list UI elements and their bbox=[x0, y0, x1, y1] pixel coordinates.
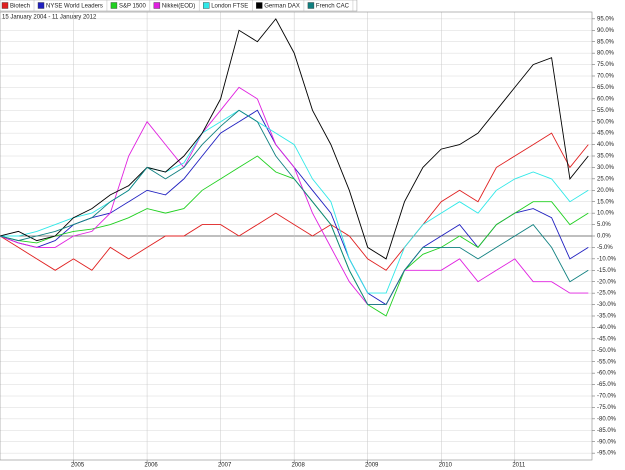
y-tick-label: -95.0% bbox=[597, 451, 617, 457]
series-line bbox=[0, 18, 589, 260]
y-tick-label: -40.0% bbox=[597, 325, 617, 331]
y-tick-label: 95.0% bbox=[597, 16, 615, 22]
y-tick-label: -10.0% bbox=[597, 256, 617, 262]
y-tick-label: -25.0% bbox=[597, 291, 617, 297]
x-tick-label: 2009 bbox=[365, 463, 379, 469]
y-tick-label: 35.0% bbox=[597, 154, 615, 160]
legend-swatch bbox=[307, 2, 315, 9]
legend-label: London FTSE bbox=[211, 4, 248, 10]
y-tick-label: 85.0% bbox=[597, 39, 615, 45]
x-tick-label: 2005 bbox=[71, 463, 85, 469]
legend-frame bbox=[0, 0, 358, 12]
y-tick-label: -5.0% bbox=[597, 245, 613, 251]
y-tick-label: 60.0% bbox=[597, 96, 615, 102]
x-tick-label: 2010 bbox=[439, 463, 453, 469]
y-tick-label: -20.0% bbox=[597, 279, 617, 285]
legend-swatch bbox=[203, 2, 210, 9]
x-tick-label: 2006 bbox=[144, 463, 158, 469]
chart-subtitle: 15 January 2004 - 11 January 2012 bbox=[2, 15, 97, 21]
y-tick-label: -70.0% bbox=[597, 394, 617, 400]
y-tick-label: -50.0% bbox=[597, 348, 617, 354]
legend-label: German DAX bbox=[264, 4, 300, 10]
y-tick-label: 70.0% bbox=[597, 74, 615, 80]
y-tick-label: 25.0% bbox=[597, 176, 615, 182]
y-tick-label: -30.0% bbox=[597, 302, 617, 308]
y-tick-label: -75.0% bbox=[597, 405, 617, 411]
x-tick-label: 2008 bbox=[291, 463, 305, 469]
y-tick-label: 75.0% bbox=[597, 62, 615, 68]
legend-label: NYSE World Leaders bbox=[46, 4, 103, 10]
y-tick-label: -60.0% bbox=[597, 371, 617, 377]
y-tick-label: 80.0% bbox=[597, 51, 615, 57]
legend-label: French CAC bbox=[316, 4, 350, 10]
y-tick-label: 65.0% bbox=[597, 85, 615, 91]
x-tick-label: 2011 bbox=[512, 463, 526, 469]
legend-swatch bbox=[110, 2, 118, 9]
legend-swatch bbox=[256, 2, 263, 9]
y-tick-label: -65.0% bbox=[597, 382, 617, 388]
series-line bbox=[0, 86, 589, 306]
y-tick-label: 30.0% bbox=[597, 165, 615, 171]
series-line bbox=[0, 132, 589, 271]
legend-swatch bbox=[37, 2, 45, 9]
legend-label: S&P 1500 bbox=[119, 4, 147, 10]
y-tick-label: 50.0% bbox=[597, 119, 615, 125]
y-tick-label: 5.0% bbox=[597, 222, 611, 228]
series-line bbox=[0, 109, 589, 294]
legend-swatch bbox=[153, 2, 161, 9]
y-tick-label: -35.0% bbox=[597, 314, 617, 320]
y-tick-label: -55.0% bbox=[597, 359, 617, 365]
legend-label: Biotech bbox=[10, 4, 30, 10]
legend-swatch bbox=[1, 2, 9, 9]
x-tick-label: 2007 bbox=[218, 463, 232, 469]
y-tick-label: 20.0% bbox=[597, 188, 615, 194]
y-tick-label: 90.0% bbox=[597, 28, 615, 34]
y-tick-label: -90.0% bbox=[597, 439, 617, 445]
y-tick-label: 45.0% bbox=[597, 131, 615, 137]
y-tick-label: -80.0% bbox=[597, 416, 617, 422]
y-tick-label: 40.0% bbox=[597, 142, 615, 148]
plot-frame bbox=[0, 11, 593, 461]
y-tick-label: 15.0% bbox=[597, 199, 615, 205]
y-tick-label: -45.0% bbox=[597, 336, 617, 342]
y-tick-label: 0.0% bbox=[597, 234, 611, 240]
y-tick-label: 55.0% bbox=[597, 108, 615, 114]
series-line bbox=[0, 109, 589, 306]
y-tick-label: 10.0% bbox=[597, 211, 615, 217]
y-tick-label: -15.0% bbox=[597, 268, 617, 274]
legend-label: Nikkei(EOD) bbox=[162, 4, 195, 10]
y-tick-label: -85.0% bbox=[597, 428, 617, 434]
